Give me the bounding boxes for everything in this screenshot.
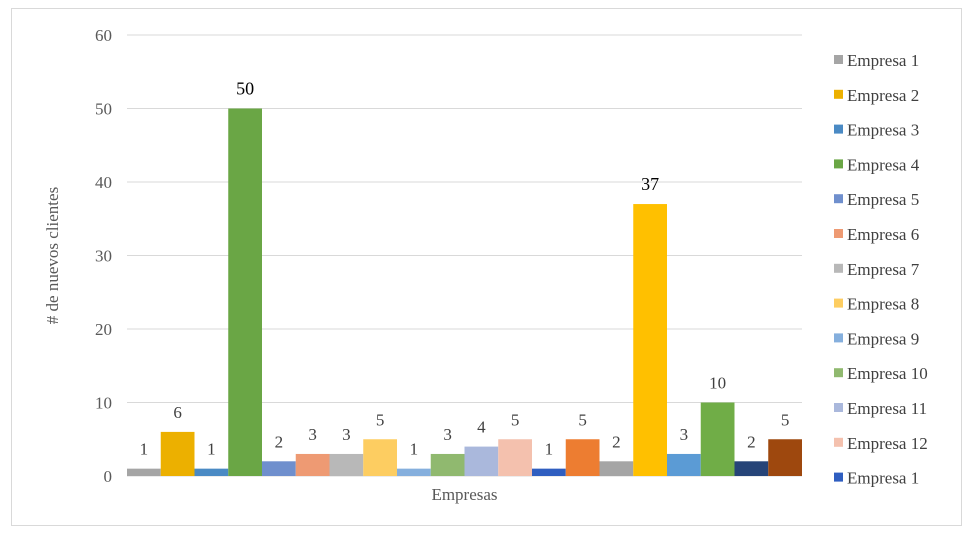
bar [397, 468, 431, 476]
data-label: 10 [709, 374, 726, 393]
legend-swatch [834, 159, 843, 169]
bar [532, 468, 566, 476]
bar [667, 453, 701, 476]
y-tick-label: 50 [95, 100, 112, 119]
data-label: 37 [641, 174, 659, 194]
data-label: 6 [173, 403, 182, 422]
data-label: 1 [410, 440, 419, 459]
legend-swatch [834, 55, 843, 64]
bar [700, 402, 735, 476]
y-tick-label: 0 [104, 467, 113, 486]
data-label: 2 [275, 432, 284, 451]
bar [160, 431, 195, 476]
bar [329, 453, 364, 476]
legend-label: Empresa 10 [847, 364, 928, 383]
bar [599, 461, 634, 476]
bar [295, 453, 330, 476]
data-label: 50 [236, 79, 254, 99]
legend-label: Empresa 3 [847, 121, 919, 140]
bar [565, 439, 600, 476]
bar [127, 468, 161, 476]
bar [734, 461, 769, 476]
bar [363, 439, 397, 476]
legend-label: Empresa 6 [847, 225, 919, 244]
legend-label: Empresa 5 [847, 190, 919, 209]
data-label: 1 [140, 440, 149, 459]
legend-label: Empresa 1 [847, 469, 919, 488]
legend-label: Empresa 12 [847, 434, 928, 453]
legend-label: Empresa 4 [847, 155, 920, 174]
bar [633, 204, 667, 477]
data-label: 4 [477, 418, 486, 437]
legend-swatch [834, 263, 843, 273]
chart-frame: 0 10 20 30 40 50 60 1 6 1 50 2 3 3 5 1 3 4 5 1 5 2 37 3 10 2 5 Empr… [11, 8, 962, 526]
y-tick-label: 10 [95, 394, 112, 413]
legend-label: Empresa 9 [847, 329, 919, 348]
bar-chart: 0 10 20 30 40 50 60 1 6 1 50 2 3 3 5 1 3 4 5 1 5 2 37 3 10 2 5 Empr… [43, 26, 928, 504]
bar [768, 439, 802, 476]
data-label: 2 [612, 432, 621, 451]
data-label: 3 [308, 425, 317, 444]
bar [498, 439, 532, 476]
legend-label: Empresa 7 [847, 260, 920, 279]
bar [464, 446, 499, 476]
y-tick-label: 30 [95, 247, 112, 266]
bar [262, 461, 296, 476]
bar [194, 468, 229, 476]
legend-swatch [834, 368, 843, 378]
data-label: 5 [376, 410, 385, 429]
legend-swatch [834, 194, 843, 204]
bar [228, 108, 262, 476]
y-tick-label: 40 [95, 173, 112, 192]
legend-swatch [834, 472, 843, 482]
data-label: 2 [747, 432, 756, 451]
legend-label: Empresa 2 [847, 86, 919, 105]
bar [430, 453, 465, 476]
legend-label: Empresa 11 [847, 399, 927, 418]
legend-swatch [834, 89, 843, 99]
data-label: 3 [443, 425, 452, 444]
legend-swatch [834, 403, 843, 412]
legend-swatch [834, 298, 843, 308]
data-label: 1 [207, 440, 216, 459]
data-label: 5 [578, 410, 587, 429]
y-axis-title: # de nuevos clientes [43, 187, 62, 324]
legend-swatch [834, 437, 843, 447]
y-tick-label: 20 [95, 320, 112, 339]
data-label: 3 [342, 425, 351, 444]
data-label: 5 [511, 410, 520, 429]
legend-label: Empresa 1 [847, 51, 919, 70]
data-label: 1 [545, 440, 554, 459]
x-axis-title: Empresas [431, 485, 497, 504]
y-tick-label: 60 [95, 26, 112, 45]
legend-swatch [834, 229, 843, 238]
legend-label: Empresa 8 [847, 295, 919, 314]
legend-swatch [834, 333, 843, 343]
legend-swatch [834, 124, 843, 134]
data-label: 5 [781, 410, 790, 429]
data-label: 3 [680, 425, 689, 444]
